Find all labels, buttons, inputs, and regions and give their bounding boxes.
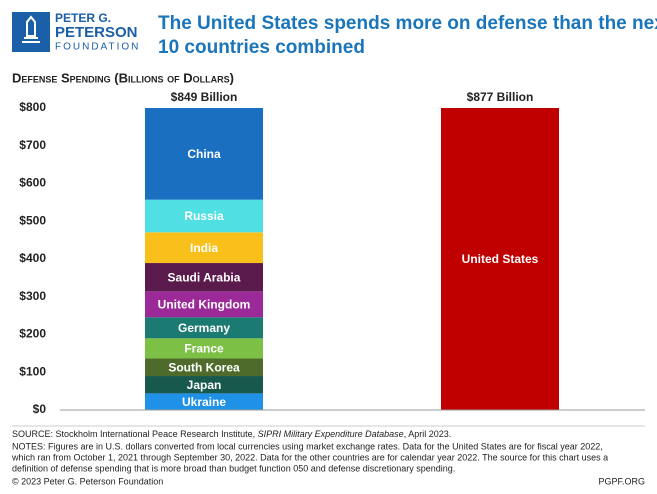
logo-mark xyxy=(12,12,50,52)
segment-label: United States xyxy=(462,252,539,266)
axis-title: Defense Spending (Billions of Dollars) xyxy=(12,70,234,85)
y-tick-label: $400 xyxy=(19,251,46,265)
y-tick-label: $700 xyxy=(19,138,46,152)
bar-segment xyxy=(145,317,263,339)
bars xyxy=(145,108,559,410)
source: SOURCE: Stockholm International Peace Re… xyxy=(12,429,451,439)
segment-label: Ukraine xyxy=(182,395,226,409)
bar-segment xyxy=(145,232,263,264)
bar-segment xyxy=(441,108,559,410)
bar-segment xyxy=(145,291,263,318)
segment-label: China xyxy=(187,147,221,161)
y-tick-label: $500 xyxy=(19,213,46,227)
notes: NOTES: Figures are in U.S. dollars conve… xyxy=(12,441,603,451)
y-tick-label: $600 xyxy=(19,176,46,190)
copyright: © 2023 Peter G. Peterson Foundation xyxy=(12,476,163,486)
chart-title: 10 countries combined xyxy=(158,37,365,58)
y-tick-label: $100 xyxy=(19,364,46,378)
source-part: , April 2023. xyxy=(404,429,452,439)
bar-segment xyxy=(145,358,263,377)
bar-segment xyxy=(145,263,263,292)
segment-label: Saudi Arabia xyxy=(168,270,241,284)
total-label: $849 Billion xyxy=(171,90,238,104)
y-tick-label: $300 xyxy=(19,289,46,303)
segment-label: South Korea xyxy=(168,360,240,374)
segment-label: France xyxy=(184,342,224,356)
logo-text: PETERSON xyxy=(55,24,138,41)
bar-segment xyxy=(145,376,263,394)
y-tick-label: $800 xyxy=(19,100,46,114)
chart-title: The United States spends more on defense… xyxy=(158,13,657,34)
y-tick-label: $0 xyxy=(33,402,47,416)
notes: which ran from October 1, 2021 through S… xyxy=(11,452,608,462)
logo-icon xyxy=(22,15,40,43)
logo-text: FOUNDATION xyxy=(55,42,140,53)
logo-text: PETER G. xyxy=(55,11,111,25)
site: PGPF.ORG xyxy=(598,476,645,486)
segment-label: India xyxy=(190,241,218,255)
segment-label: Japan xyxy=(187,378,222,392)
bar-segment xyxy=(145,393,263,410)
y-tick-label: $200 xyxy=(19,327,46,341)
segment-label: United Kingdom xyxy=(158,297,251,311)
segment-label: Germany xyxy=(178,321,230,335)
bar-segment xyxy=(145,108,263,200)
source-part: SIPRI Military Expenditure Database xyxy=(258,429,404,439)
notes: definition of defense spending that is m… xyxy=(12,463,455,473)
total-label: $877 Billion xyxy=(467,90,534,104)
segment-label: Russia xyxy=(184,209,224,223)
bar-segment xyxy=(145,338,263,359)
bar-segment xyxy=(145,199,263,233)
source-part: SOURCE: Stockholm International Peace Re… xyxy=(12,429,258,439)
